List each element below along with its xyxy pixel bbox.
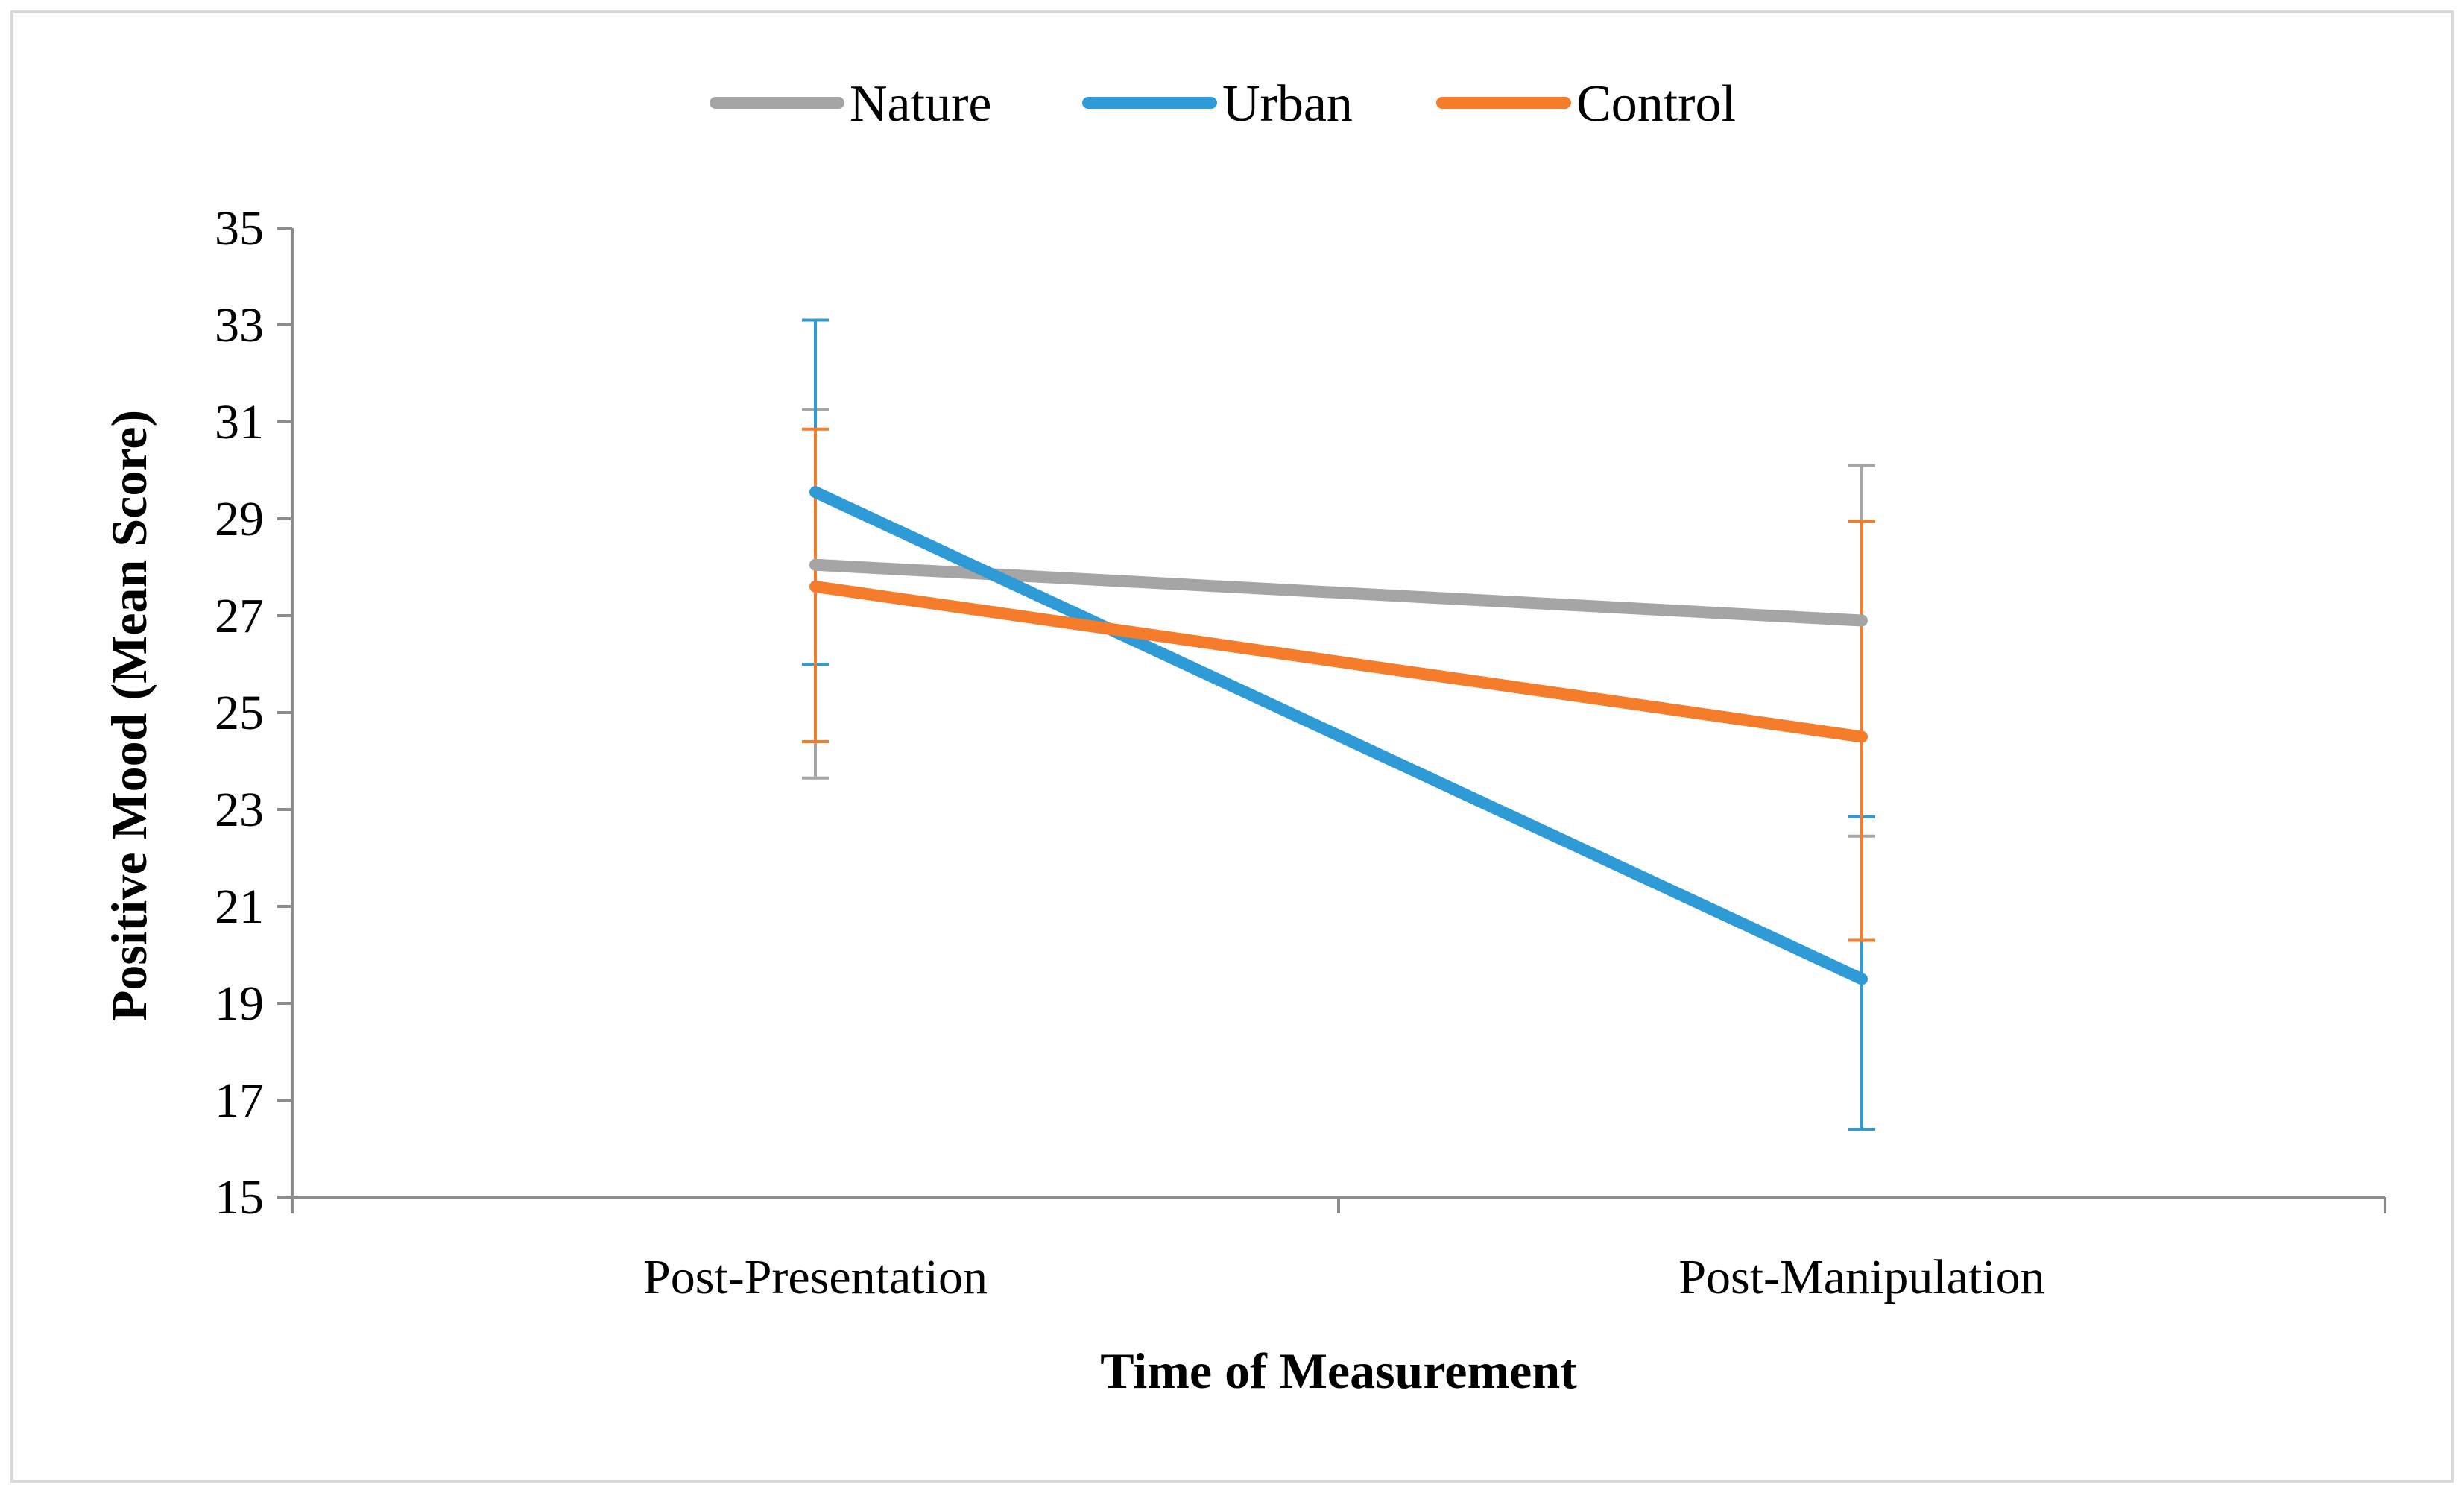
x-axis-title: Time of Measurement	[1100, 1342, 1577, 1399]
legend-label: Urban	[1222, 75, 1353, 133]
y-ticks: 15 17 19 21 23 25 27 29 31 33 35	[215, 201, 292, 1225]
error-bars	[802, 318, 1875, 1131]
legend-item-nature: Nature	[710, 75, 991, 133]
y-tick-label: 31	[215, 395, 264, 449]
y-tick-label: 17	[215, 1073, 264, 1128]
y-tick-label: 35	[215, 201, 264, 256]
y-tick-label: 25	[215, 686, 264, 740]
y-tick-label: 23	[215, 783, 264, 837]
chart-border	[10, 10, 2454, 1483]
x-tick-label: Post-Manipulation	[1678, 1250, 2044, 1304]
x-ticks: Post-Presentation Post-Manipulation	[291, 1197, 2386, 1304]
legend-item-control: Control	[1436, 75, 1736, 133]
y-tick-label: 29	[215, 492, 264, 546]
legend-item-urban: Urban	[1082, 75, 1353, 133]
series-line-urban	[809, 486, 1868, 985]
y-tick-label: 15	[215, 1170, 264, 1225]
y-tick-label: 33	[215, 298, 264, 353]
legend-label: Nature	[850, 75, 991, 133]
legend-label: Control	[1576, 75, 1736, 133]
x-tick-label: Post-Presentation	[643, 1250, 988, 1304]
legend: Nature Urban Control	[710, 75, 1736, 133]
y-tick-label: 27	[215, 589, 264, 643]
series-lines	[809, 486, 1868, 985]
error-bar-control	[1848, 520, 1875, 942]
y-axis-title: Positive Mood (Mean Score)	[101, 410, 157, 1021]
series-line-control	[809, 581, 1868, 743]
y-tick-label: 19	[215, 976, 264, 1031]
y-tick-label: 21	[215, 880, 264, 934]
